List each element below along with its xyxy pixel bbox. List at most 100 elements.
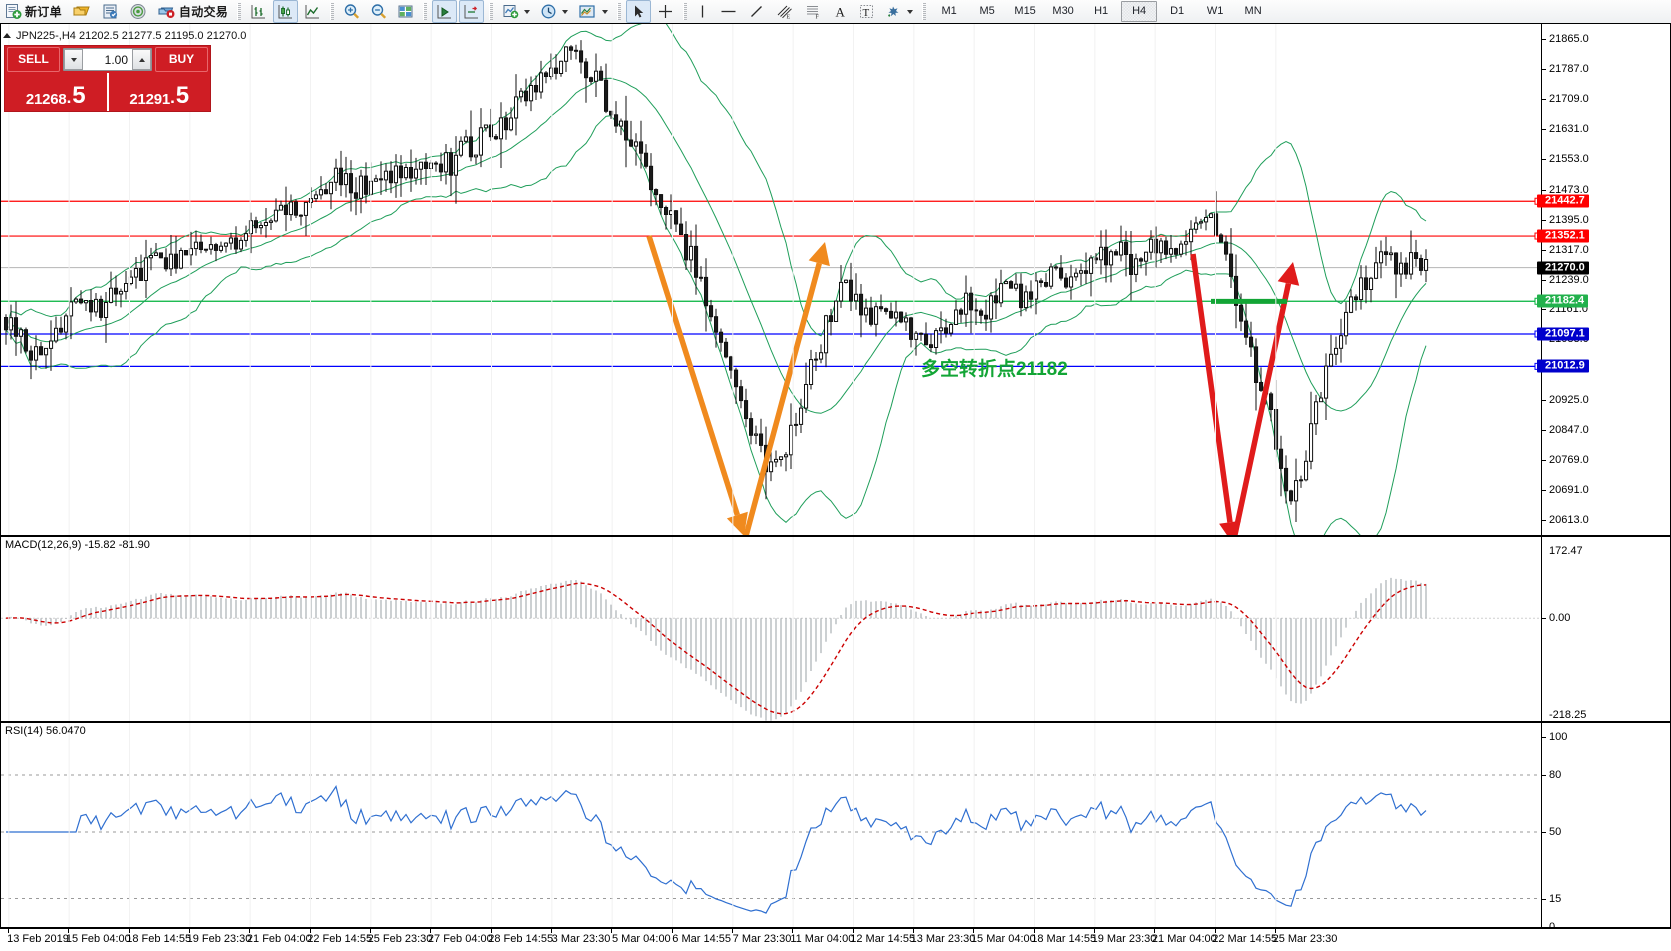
timeframe-m15[interactable]: M15: [1014, 5, 1036, 17]
data-window-button[interactable]: [393, 0, 418, 23]
buy-price[interactable]: 21291 . 5: [109, 73, 211, 111]
timeframe-w1[interactable]: W1: [1206, 5, 1224, 17]
line-chart-icon: [304, 3, 321, 20]
period-button[interactable]: [536, 0, 572, 23]
rsi-plot[interactable]: [1, 723, 1541, 927]
vertical-line-button[interactable]: [692, 0, 713, 23]
candle-body: [829, 315, 834, 323]
candle-body: [278, 204, 283, 211]
objects-button[interactable]: [881, 0, 917, 23]
time-tick-label: 25 Feb 23:30: [367, 933, 433, 945]
candle-body: [939, 327, 944, 332]
candle-body: [759, 433, 764, 446]
text-button[interactable]: A: [829, 0, 852, 23]
macd-pane[interactable]: MACD(12,26,9) -15.82 -81.90 172.47 0.00 -2…: [0, 536, 1671, 722]
zoom-in-button[interactable]: [339, 0, 364, 23]
time-tick-label: 12 Mar 14:55: [850, 933, 916, 945]
level-price-tag-pivot[interactable]: 21182.4: [1537, 294, 1589, 308]
candlestick-chart-button[interactable]: [273, 0, 299, 23]
equidistant-channel-button[interactable]: E: [771, 0, 798, 23]
text-label-button[interactable]: T: [854, 0, 879, 23]
candle-body: [84, 300, 89, 304]
time-tick: [490, 929, 492, 933]
chart-shift-button[interactable]: [459, 0, 485, 23]
timeframe-h1[interactable]: H1: [1094, 5, 1109, 17]
candle-body: [238, 239, 243, 250]
macd-plot[interactable]: [1, 537, 1541, 721]
candle-body: [243, 233, 248, 241]
chart-annotation-text[interactable]: 多空转折点21182: [921, 359, 1068, 380]
candle-body: [298, 214, 303, 217]
candle-body: [418, 161, 423, 170]
chevron-down-icon-4[interactable]: [907, 9, 914, 14]
rsi-tick: [1542, 832, 1546, 833]
chevron-down-icon[interactable]: [524, 9, 531, 14]
timeframe-mn[interactable]: MN: [1244, 5, 1262, 17]
one-click-trading-panel[interactable]: SELL 1.00 BUY 21268 . 5 21291 . 5: [4, 45, 211, 112]
price-tick: [1542, 68, 1546, 70]
level-price-tag-resistance-1[interactable]: 21442.7: [1537, 194, 1589, 208]
zoom-out-button[interactable]: [366, 0, 391, 23]
volume-increase-button[interactable]: [132, 49, 151, 70]
cursor-button[interactable]: [626, 0, 652, 23]
volume-stepper[interactable]: 1.00: [63, 48, 152, 71]
red-up-arrow-head: [1277, 262, 1300, 286]
main-chart-plot[interactable]: [1, 24, 1541, 535]
candle-body: [894, 311, 899, 319]
candle-body: [1224, 241, 1229, 255]
candle-body: [433, 162, 438, 165]
candle-body: [1214, 213, 1219, 236]
candle-body: [534, 85, 539, 93]
sell-price[interactable]: 21268 . 5: [5, 73, 109, 111]
new-order-button[interactable]: 新订单: [1, 0, 66, 23]
timeframe-h4[interactable]: H4: [1121, 1, 1158, 22]
level-price-tag-support-2[interactable]: 21012.9: [1537, 359, 1589, 373]
auto-scroll-button[interactable]: [432, 0, 458, 23]
rsi-tick-label: 100: [1549, 731, 1568, 743]
candle-body: [1314, 401, 1319, 425]
candle-body: [929, 344, 934, 349]
volume-decrease-button[interactable]: [64, 49, 83, 70]
chevron-down-icon-3[interactable]: [602, 9, 609, 14]
candle-body: [1234, 275, 1239, 306]
level-price-tag-resistance-2[interactable]: 21352.1: [1537, 229, 1589, 243]
candle-body: [198, 241, 203, 250]
time-tick: [7, 929, 9, 933]
sell-button[interactable]: SELL: [7, 47, 60, 72]
price-tick: [1542, 189, 1546, 191]
volume-value[interactable]: 1.00: [104, 52, 128, 67]
price-tick-label: 20925.0: [1549, 394, 1589, 407]
time-tick: [309, 929, 311, 933]
trendline-button[interactable]: [744, 0, 769, 23]
rsi-svg: [1, 723, 1541, 927]
indicators-button[interactable]: [498, 0, 534, 23]
price-tick-label: 20613.0: [1549, 514, 1589, 527]
candle-body: [1174, 248, 1179, 255]
buy-button[interactable]: BUY: [155, 47, 208, 72]
price-scale[interactable]: 21865.0 21787.0 21709.0 21631.0 21553.0 21473…: [1537, 24, 1670, 535]
auto-trading-button[interactable]: 自动交易: [153, 0, 232, 23]
timeframe-m5[interactable]: M5: [979, 5, 995, 17]
bar-chart-button[interactable]: [246, 0, 271, 23]
trade-panel-prices: 21268 . 5 21291 . 5: [5, 73, 210, 111]
candle-body: [909, 317, 914, 340]
line-chart-button[interactable]: [300, 0, 325, 23]
fibonacci-button[interactable]: F: [800, 0, 827, 23]
crosshair-button[interactable]: [653, 0, 678, 23]
chevron-down-icon-2[interactable]: [562, 9, 569, 14]
level-price-tag-support-1[interactable]: 21097.1: [1537, 327, 1589, 341]
folder-button[interactable]: [68, 0, 95, 23]
expert-advisor-button[interactable]: [97, 0, 123, 23]
signals-button[interactable]: [125, 0, 151, 23]
horizontal-line-button[interactable]: [715, 0, 742, 23]
candle-body: [1029, 291, 1034, 300]
main-chart-pane[interactable]: 21865.0 21787.0 21709.0 21631.0 21553.0 21473…: [0, 23, 1671, 536]
rsi-pane[interactable]: RSI(14) 56.0470 100 80 50 15 0: [0, 722, 1671, 933]
timeframe-m30[interactable]: M30: [1052, 5, 1074, 17]
templates-button[interactable]: [574, 0, 612, 23]
timeframe-m1[interactable]: M1: [941, 5, 957, 17]
candle-body: [1324, 365, 1329, 399]
auto-scroll-icon: [436, 3, 453, 20]
candle-body: [659, 194, 664, 209]
timeframe-d1[interactable]: D1: [1170, 5, 1185, 17]
